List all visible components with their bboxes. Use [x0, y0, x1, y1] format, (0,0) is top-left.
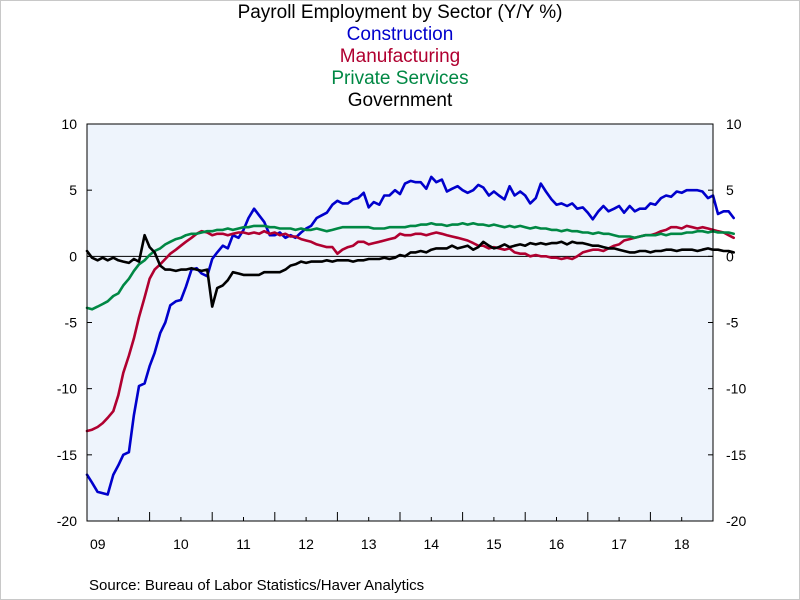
x-tick-label: 10 — [173, 536, 189, 552]
x-tick-label: 15 — [486, 536, 502, 552]
series-title-government: Government — [347, 90, 453, 111]
y-tick-label-left: 5 — [69, 182, 77, 198]
x-tick-label: 16 — [549, 536, 565, 552]
y-tick-label-right: 5 — [726, 182, 734, 198]
y-tick-label-left: -15 — [57, 447, 77, 463]
series-line-private-services — [85, 222, 735, 311]
series-title-manufacturing: Manufacturing — [339, 46, 461, 67]
x-tick-label: 13 — [361, 536, 377, 552]
y-tick-label-left: -20 — [57, 513, 77, 529]
chart-title: Payroll Employment by Sector (Y/Y %) — [237, 2, 563, 23]
y-tick-label-right: 0 — [726, 248, 734, 264]
series-title-private-services: Private Services — [331, 68, 469, 89]
plot-border — [86, 123, 714, 522]
y-tick-label-left: -5 — [65, 315, 78, 331]
x-tick-label: 09 — [90, 536, 106, 552]
y-tick-label-left: 10 — [61, 116, 77, 132]
x-tick-label: 11 — [236, 536, 251, 552]
y-tick-label-right: -5 — [726, 315, 739, 331]
series-line-government — [85, 233, 735, 308]
x-tick-label: 18 — [674, 536, 690, 552]
y-tick-label-right: -10 — [726, 381, 746, 397]
series-line-manufacturing — [85, 224, 735, 433]
y-tick-label-right: -15 — [726, 447, 746, 463]
plot-area — [87, 124, 713, 521]
y-tick-label-right: 10 — [726, 116, 742, 132]
x-tick-label: 17 — [611, 536, 627, 552]
y-tick-label-left: 0 — [69, 248, 77, 264]
source-note: Source: Bureau of Labor Statistics/Haver… — [89, 577, 425, 594]
y-tick-label-right: -20 — [726, 513, 746, 529]
y-tick-label-left: -10 — [57, 381, 77, 397]
series-title-construction: Construction — [346, 24, 454, 45]
x-tick-label: 12 — [298, 536, 314, 552]
x-tick-label: 14 — [424, 536, 440, 552]
